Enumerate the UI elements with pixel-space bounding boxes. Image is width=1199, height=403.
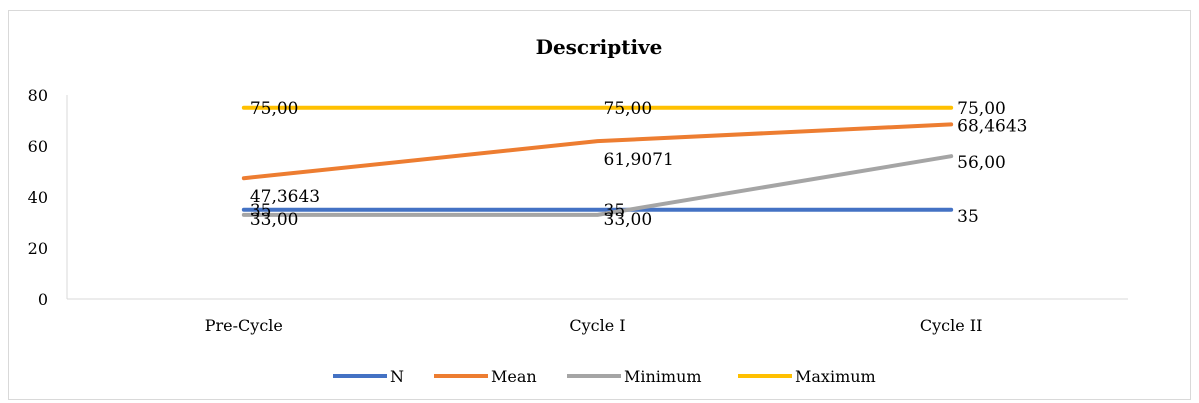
chart-title: Descriptive [536, 35, 663, 59]
legend-label-mean: Mean [491, 367, 537, 386]
data-label-n: 35 [604, 201, 626, 221]
legend-label-maximum: Maximum [795, 367, 876, 386]
x-category-label: Pre-Cycle [205, 316, 283, 335]
y-tick-label: 60 [28, 137, 48, 156]
data-label-maximum: 75,00 [250, 99, 299, 119]
y-axis-ticks: 0 20 40 60 80 [28, 86, 48, 309]
x-axis-categories: Pre-Cycle Cycle I Cycle II [205, 316, 983, 335]
data-label-maximum: 75,00 [957, 99, 1006, 119]
y-tick-label: 40 [28, 188, 48, 207]
data-label-minimum: 56,00 [957, 153, 1006, 173]
y-tick-label: 0 [38, 290, 48, 309]
series-line-mean [241, 122, 954, 181]
y-tick-label: 20 [28, 239, 48, 258]
data-label-mean: 47,3643 [250, 187, 320, 207]
legend-label-minimum: Minimum [624, 367, 702, 386]
series-lines [241, 105, 954, 217]
series-line-minimum [241, 154, 954, 217]
chart-frame [8, 10, 1191, 400]
data-label-n: 35 [250, 201, 272, 221]
data-label-mean: 61,9071 [604, 150, 674, 170]
data-label-minimum: 33,00 [604, 210, 653, 230]
x-category-label: Cycle I [569, 316, 625, 335]
data-label-minimum: 33,00 [250, 210, 299, 230]
legend: N Mean Minimum Maximum [333, 367, 876, 386]
data-label-mean: 68,4643 [957, 116, 1027, 136]
data-label-maximum: 75,00 [604, 99, 653, 119]
legend-label-n: N [390, 367, 404, 386]
x-category-label: Cycle II [920, 316, 983, 335]
data-label-n: 35 [957, 207, 979, 227]
y-tick-label: 80 [28, 86, 48, 105]
